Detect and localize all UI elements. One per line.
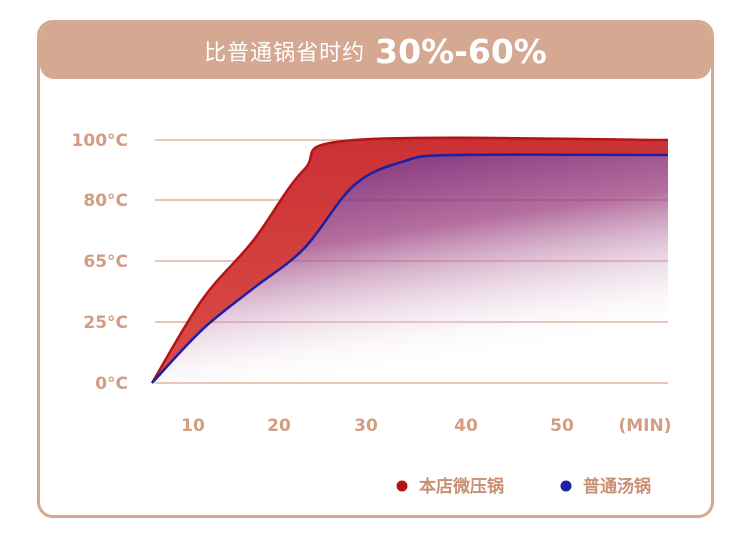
legend-marker xyxy=(560,480,572,492)
y-tick-label: 65°C xyxy=(83,252,128,272)
series-area-normal-pot xyxy=(152,154,668,383)
legend-label: 普通汤锅 xyxy=(583,476,651,497)
title-banner: 比普通锅省时约 30%-60% xyxy=(40,23,711,79)
series-line-pressure-cooker xyxy=(150,136,669,384)
y-tick-label: 100°C xyxy=(72,131,128,151)
y-tick-label: 25°C xyxy=(83,313,128,333)
x-tick-label: 20 xyxy=(267,416,291,436)
x-tick-label: 40 xyxy=(454,416,478,436)
series-area-pressure-cooker xyxy=(152,137,668,383)
banner-text: 比普通锅省时约 xyxy=(204,41,366,66)
series-line-normal-pot xyxy=(151,153,669,384)
x-tick-label: 50 xyxy=(550,416,574,436)
x-tick-label: 10 xyxy=(181,416,205,436)
y-tick-label: 0°C xyxy=(95,374,128,394)
y-tick-label: 80°C xyxy=(83,191,128,211)
x-unit-label: (MIN) xyxy=(618,416,671,436)
banner-highlight: 30%-60% xyxy=(375,31,547,71)
legend-marker xyxy=(396,480,408,492)
legend-label: 本店微压锅 xyxy=(419,476,504,497)
x-tick-label: 30 xyxy=(354,416,378,436)
